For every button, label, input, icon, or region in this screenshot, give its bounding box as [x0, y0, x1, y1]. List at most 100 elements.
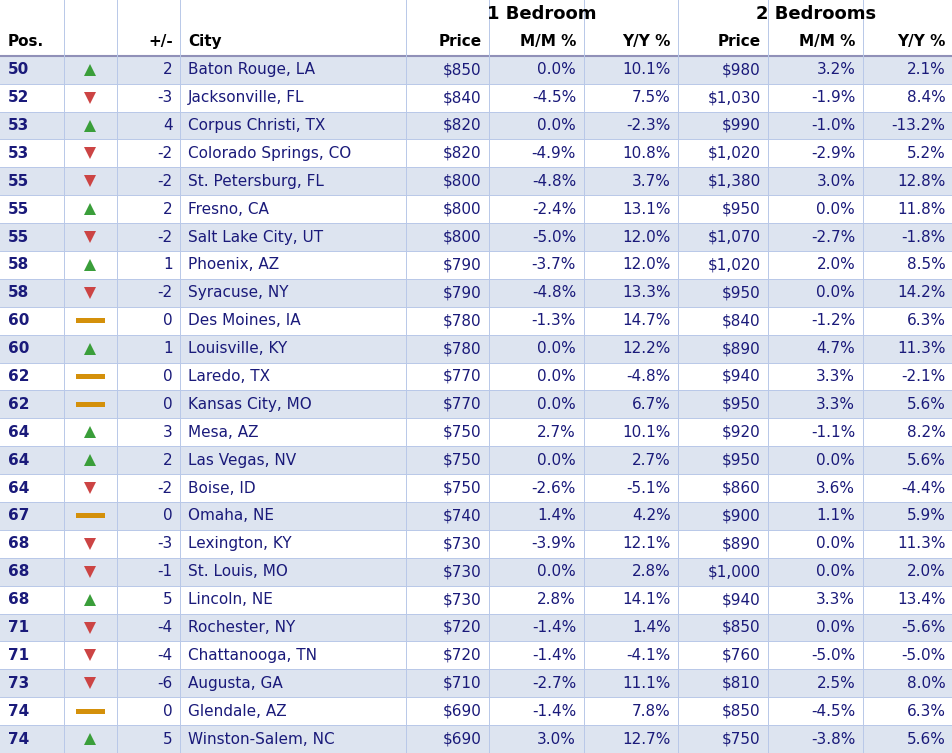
Text: 71: 71	[8, 648, 29, 663]
Text: 5.6%: 5.6%	[905, 732, 944, 746]
Text: $710: $710	[443, 675, 481, 691]
Text: -1.1%: -1.1%	[810, 425, 854, 440]
Text: 3.0%: 3.0%	[816, 174, 854, 189]
Text: $770: $770	[443, 397, 481, 412]
Text: 7.8%: 7.8%	[631, 703, 670, 718]
Text: 3.7%: 3.7%	[631, 174, 670, 189]
Bar	[0, 614, 952, 642]
Text: $720: $720	[443, 620, 481, 635]
Text: 8.2%: 8.2%	[905, 425, 944, 440]
Text: 5.2%: 5.2%	[905, 146, 944, 161]
Text: Augusta, GA: Augusta, GA	[188, 675, 283, 691]
Bar	[0, 195, 952, 223]
Text: Laredo, TX: Laredo, TX	[188, 369, 269, 384]
Text: 0.0%: 0.0%	[816, 536, 854, 551]
Text: Phoenix, AZ: Phoenix, AZ	[188, 258, 279, 273]
Text: 7.5%: 7.5%	[631, 90, 670, 105]
Text: 53: 53	[8, 146, 29, 161]
Text: $800: $800	[443, 174, 481, 189]
Text: $790: $790	[443, 285, 481, 300]
Text: $1,020: $1,020	[706, 258, 760, 273]
Text: -1.4%: -1.4%	[531, 620, 575, 635]
Text: Lincoln, NE: Lincoln, NE	[188, 592, 272, 607]
Text: -2: -2	[157, 174, 172, 189]
Text: $690: $690	[442, 703, 481, 718]
Bar	[0, 391, 952, 419]
Text: Omaha, NE: Omaha, NE	[188, 508, 273, 523]
Text: -6: -6	[157, 675, 172, 691]
Text: 64: 64	[8, 453, 29, 468]
Text: 2.8%: 2.8%	[537, 592, 575, 607]
Text: 11.8%: 11.8%	[896, 202, 944, 217]
Text: -1.4%: -1.4%	[531, 648, 575, 663]
Text: 1.4%: 1.4%	[631, 620, 670, 635]
Bar	[0, 530, 952, 558]
Text: Price: Price	[438, 35, 481, 50]
Text: 8.4%: 8.4%	[905, 90, 944, 105]
Text: -3.7%: -3.7%	[531, 258, 575, 273]
Text: -4.4%: -4.4%	[901, 480, 944, 495]
Text: 0.0%: 0.0%	[537, 397, 575, 412]
Text: $1,070: $1,070	[706, 230, 760, 245]
Bar	[0, 56, 952, 84]
Bar	[0, 474, 952, 502]
Text: $730: $730	[443, 536, 481, 551]
Bar	[0, 558, 952, 586]
Bar	[0, 0, 952, 56]
Text: 5: 5	[163, 592, 172, 607]
Text: $860: $860	[722, 480, 760, 495]
Bar	[0, 334, 952, 362]
Text: $730: $730	[443, 564, 481, 579]
Text: 68: 68	[8, 592, 29, 607]
Text: -5.0%: -5.0%	[901, 648, 944, 663]
Text: 68: 68	[8, 564, 29, 579]
Text: 1.1%: 1.1%	[816, 508, 854, 523]
Text: 12.0%: 12.0%	[622, 230, 670, 245]
Text: Pos.: Pos.	[8, 35, 44, 50]
Text: 2.7%: 2.7%	[537, 425, 575, 440]
Text: 13.4%: 13.4%	[896, 592, 944, 607]
Text: 12.7%: 12.7%	[622, 732, 670, 746]
Text: 0.0%: 0.0%	[537, 341, 575, 356]
Text: $950: $950	[722, 285, 760, 300]
Text: 68: 68	[8, 536, 29, 551]
Bar	[0, 84, 952, 111]
Text: 12.8%: 12.8%	[896, 174, 944, 189]
Text: 64: 64	[8, 425, 29, 440]
Text: 62: 62	[8, 397, 30, 412]
Text: 50: 50	[8, 62, 29, 78]
Text: $730: $730	[443, 592, 481, 607]
Bar	[0, 223, 952, 251]
Text: 11.1%: 11.1%	[622, 675, 670, 691]
Text: $780: $780	[443, 313, 481, 328]
Bar	[75, 514, 105, 519]
Text: 10.1%: 10.1%	[622, 62, 670, 78]
Text: 4: 4	[163, 118, 172, 133]
Text: Kansas City, MO: Kansas City, MO	[188, 397, 311, 412]
Text: 2: 2	[163, 453, 172, 468]
Text: 1 Bedroom: 1 Bedroom	[486, 5, 596, 23]
Text: $900: $900	[722, 508, 760, 523]
Text: 64: 64	[8, 480, 29, 495]
Text: -3: -3	[157, 536, 172, 551]
Text: 6.3%: 6.3%	[905, 703, 944, 718]
Text: 2.0%: 2.0%	[905, 564, 944, 579]
Text: 3.3%: 3.3%	[815, 397, 854, 412]
Bar	[0, 419, 952, 447]
Text: 0.0%: 0.0%	[537, 564, 575, 579]
Text: -2.7%: -2.7%	[810, 230, 854, 245]
Text: $920: $920	[722, 425, 760, 440]
Text: M/M %: M/M %	[798, 35, 854, 50]
Text: -3.9%: -3.9%	[531, 536, 575, 551]
Bar	[0, 586, 952, 614]
Text: $980: $980	[722, 62, 760, 78]
Text: 55: 55	[8, 202, 29, 217]
Text: 0.0%: 0.0%	[816, 620, 854, 635]
Text: 5.9%: 5.9%	[905, 508, 944, 523]
Text: 1.4%: 1.4%	[537, 508, 575, 523]
Text: 10.8%: 10.8%	[622, 146, 670, 161]
Text: -4.8%: -4.8%	[625, 369, 670, 384]
Text: 0.0%: 0.0%	[537, 369, 575, 384]
Text: -13.2%: -13.2%	[890, 118, 944, 133]
Text: Glendale, AZ: Glendale, AZ	[188, 703, 287, 718]
